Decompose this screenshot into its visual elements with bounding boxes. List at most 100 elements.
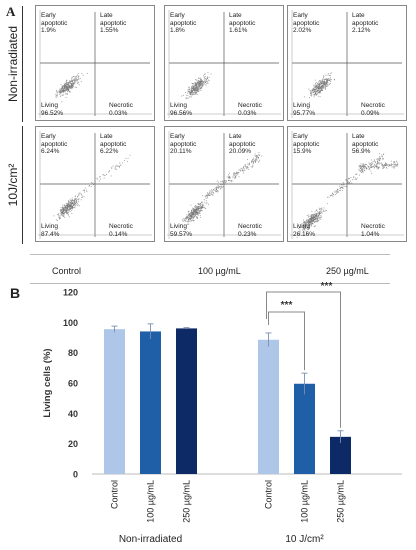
event-dot — [326, 81, 328, 83]
event-dot — [326, 79, 328, 81]
event-dot — [370, 170, 372, 172]
event-dot — [205, 200, 207, 202]
event-dot — [313, 94, 315, 96]
event-dot — [348, 182, 350, 184]
event-dot — [64, 210, 66, 212]
event-dot — [253, 161, 254, 163]
event-dot — [66, 80, 68, 81]
event-dot — [108, 171, 109, 173]
event-dot — [75, 78, 77, 79]
event-dot — [206, 194, 208, 196]
event-dot — [60, 94, 62, 96]
event-dot — [71, 213, 73, 214]
event-dot — [206, 76, 208, 78]
event-dot — [61, 92, 63, 94]
event-dot — [332, 193, 333, 195]
event-dot — [200, 90, 202, 91]
event-dot — [70, 205, 71, 207]
event-dot — [195, 82, 197, 84]
event-dot — [67, 205, 68, 207]
event-dot — [306, 215, 308, 217]
event-dot — [340, 187, 342, 188]
event-dot — [314, 84, 316, 86]
event-dot — [71, 78, 73, 80]
event-dot — [299, 227, 301, 229]
event-dot — [379, 159, 381, 161]
event-dot — [57, 219, 58, 221]
event-dot — [197, 207, 199, 209]
event-dot — [321, 212, 323, 214]
event-dot — [60, 210, 62, 211]
event-dot — [318, 216, 320, 218]
event-dot — [124, 160, 126, 161]
event-dot — [81, 195, 83, 197]
event-dot — [255, 162, 256, 163]
event-dot — [200, 84, 202, 85]
event-dot — [367, 165, 369, 167]
event-dot — [353, 176, 355, 178]
event-dot — [382, 166, 384, 168]
event-dot — [201, 85, 202, 87]
event-dot — [198, 87, 200, 89]
event-dot — [304, 229, 306, 231]
event-dot — [315, 216, 317, 218]
event-dot — [232, 177, 234, 179]
event-dot — [385, 164, 387, 166]
event-dot — [381, 156, 383, 158]
event-dot — [318, 83, 320, 85]
event-dot — [192, 219, 194, 221]
event-dot — [233, 174, 235, 176]
event-dot — [81, 193, 83, 195]
event-dot — [369, 163, 371, 165]
event-dot — [74, 207, 76, 209]
event-dot — [67, 89, 69, 91]
event-dot — [71, 202, 73, 203]
event-dot — [191, 89, 193, 91]
quadrant-living: Living 95.77% — [293, 102, 316, 117]
event-dot — [218, 187, 220, 188]
event-dot — [321, 79, 323, 81]
event-dot — [197, 203, 199, 205]
event-dot — [393, 164, 395, 166]
quadrant-living: Living 96.56% — [170, 102, 193, 117]
event-dot — [303, 222, 304, 224]
event-dot — [395, 164, 397, 166]
event-dot — [61, 85, 63, 87]
event-dot — [316, 220, 318, 222]
event-dot — [323, 87, 325, 89]
quadrant-late: Late apoptotic 1.61% — [229, 12, 256, 34]
event-dot — [238, 169, 240, 171]
event-dot — [358, 169, 360, 171]
event-dot — [331, 194, 332, 196]
event-dot — [320, 88, 322, 90]
event-dot — [194, 212, 196, 214]
quadrant-necrotic: Necrotic 1.04% — [361, 223, 385, 238]
event-dot — [81, 73, 83, 74]
event-dot — [62, 207, 64, 209]
event-dot — [70, 85, 72, 87]
event-dot — [325, 79, 327, 80]
event-dot — [235, 174, 237, 176]
event-dot — [193, 92, 195, 94]
event-dot — [316, 85, 318, 87]
event-dot — [187, 90, 189, 92]
event-dot — [66, 88, 68, 90]
quadrant-early: Early apoptotic 1.8% — [170, 12, 197, 34]
event-dot — [192, 212, 193, 214]
event-dot — [200, 87, 202, 89]
bar — [140, 331, 161, 474]
event-dot — [198, 88, 200, 90]
event-dot — [198, 208, 200, 209]
event-dot — [191, 91, 192, 93]
event-dot — [258, 161, 259, 163]
event-dot — [67, 93, 68, 95]
event-dot — [370, 165, 371, 167]
event-dot — [327, 80, 329, 82]
event-dot — [187, 97, 189, 99]
event-dot — [66, 86, 68, 87]
event-dot — [204, 73, 206, 75]
event-dot — [358, 166, 360, 168]
event-dot — [369, 163, 371, 164]
event-dot — [65, 92, 66, 94]
event-dot — [200, 81, 202, 83]
